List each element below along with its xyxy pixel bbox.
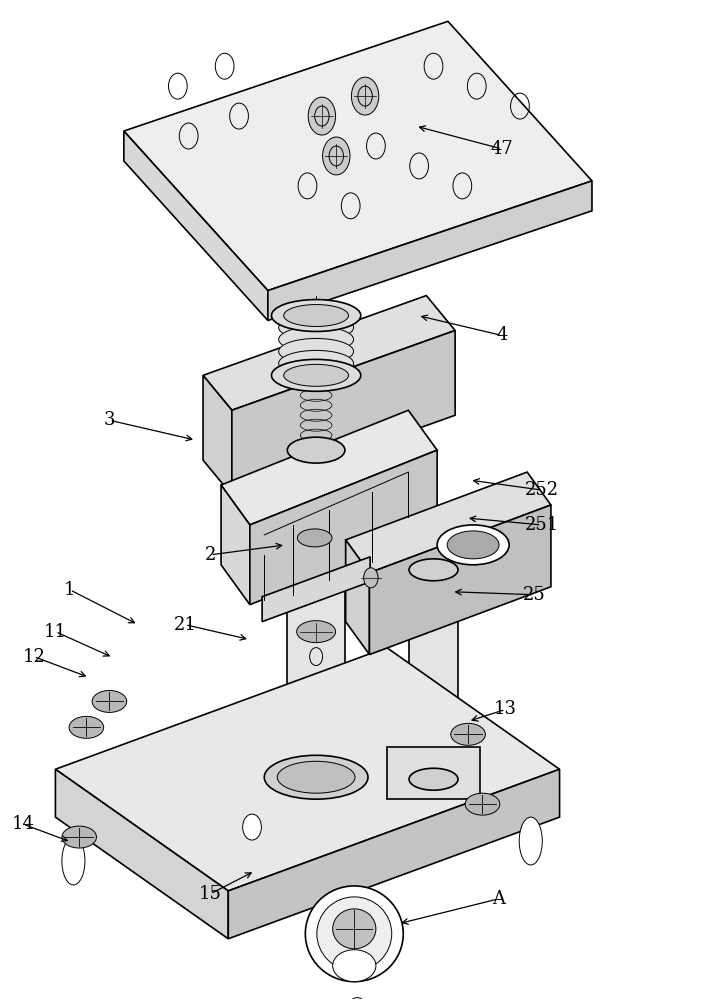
Ellipse shape [62, 837, 85, 885]
Polygon shape [221, 410, 437, 525]
Polygon shape [346, 472, 551, 573]
Polygon shape [56, 648, 560, 891]
Polygon shape [250, 450, 437, 605]
Ellipse shape [92, 690, 127, 712]
Polygon shape [228, 769, 560, 939]
Ellipse shape [317, 897, 392, 971]
Polygon shape [369, 505, 551, 655]
Ellipse shape [278, 326, 354, 352]
Polygon shape [124, 21, 592, 291]
Ellipse shape [283, 305, 348, 326]
Ellipse shape [333, 909, 376, 949]
Text: A: A [492, 890, 505, 908]
Ellipse shape [296, 621, 335, 643]
Ellipse shape [409, 559, 458, 581]
Ellipse shape [448, 531, 499, 559]
Circle shape [243, 814, 262, 840]
Text: 14: 14 [12, 815, 35, 833]
Ellipse shape [287, 761, 345, 787]
Text: 21: 21 [174, 616, 197, 634]
Circle shape [322, 137, 350, 175]
Polygon shape [268, 181, 592, 320]
Ellipse shape [69, 716, 103, 738]
Ellipse shape [437, 525, 509, 565]
Ellipse shape [62, 826, 96, 848]
Ellipse shape [278, 350, 354, 376]
Polygon shape [262, 557, 370, 622]
Polygon shape [56, 769, 228, 939]
Circle shape [351, 77, 379, 115]
Text: 15: 15 [199, 885, 222, 903]
Ellipse shape [277, 761, 355, 793]
Text: 1: 1 [64, 581, 76, 599]
Ellipse shape [283, 364, 348, 386]
Ellipse shape [465, 793, 500, 815]
Circle shape [346, 998, 369, 1000]
Ellipse shape [409, 768, 458, 790]
Text: 251: 251 [524, 516, 559, 534]
Ellipse shape [278, 315, 354, 340]
Text: 252: 252 [524, 481, 559, 499]
Ellipse shape [333, 950, 376, 982]
Ellipse shape [305, 886, 403, 982]
Ellipse shape [271, 359, 361, 391]
Polygon shape [346, 540, 369, 655]
Polygon shape [409, 570, 458, 779]
Ellipse shape [287, 437, 345, 463]
Polygon shape [387, 747, 480, 799]
Polygon shape [203, 296, 455, 410]
Text: 11: 11 [44, 623, 67, 641]
Text: 2: 2 [205, 546, 216, 564]
Polygon shape [221, 485, 250, 605]
Ellipse shape [519, 817, 542, 865]
Polygon shape [124, 131, 268, 320]
Text: 4: 4 [496, 326, 508, 344]
Text: 25: 25 [523, 586, 546, 604]
Text: 13: 13 [494, 700, 517, 718]
Circle shape [364, 568, 378, 588]
Polygon shape [232, 330, 455, 495]
Ellipse shape [278, 362, 354, 388]
Polygon shape [287, 450, 345, 774]
Ellipse shape [271, 300, 361, 331]
Text: 47: 47 [491, 140, 513, 158]
Text: 3: 3 [103, 411, 115, 429]
Text: 12: 12 [22, 648, 46, 666]
Ellipse shape [278, 303, 354, 328]
Circle shape [308, 97, 335, 135]
Ellipse shape [297, 529, 332, 547]
Polygon shape [203, 375, 232, 495]
Ellipse shape [265, 755, 368, 799]
Ellipse shape [278, 338, 354, 364]
Ellipse shape [451, 723, 485, 745]
